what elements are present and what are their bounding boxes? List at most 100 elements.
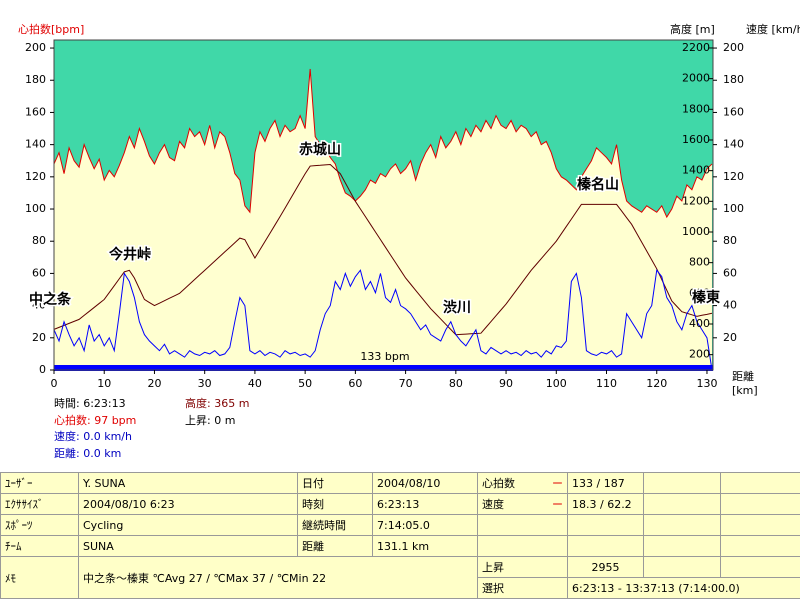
x-tick-label: 80	[449, 377, 463, 390]
y3-axis-title: 速度 [km/h]	[746, 22, 800, 36]
cell: ｽﾎﾟｰﾂ	[0, 514, 79, 536]
cell: 上昇	[477, 556, 568, 578]
area	[54, 68, 712, 370]
cell: ー 速度	[477, 493, 568, 515]
y-tick-label: 20	[32, 331, 46, 344]
x-tick-label: 100	[546, 377, 567, 390]
place-label: 中之条	[29, 291, 72, 308]
legend-dash: ー	[552, 477, 563, 490]
cell: 距離	[297, 535, 373, 557]
cell: 133 / 187	[567, 472, 644, 494]
label: 速度	[482, 498, 504, 511]
cell: 選択	[477, 577, 568, 599]
y3-tick-label: 140	[723, 138, 744, 151]
y2-tick-label: 2000	[682, 72, 710, 85]
cell: Y. SUNA	[78, 472, 298, 494]
y-tick-label: 120	[25, 170, 46, 183]
avg-bar	[54, 365, 713, 371]
y3-tick-label: 80	[723, 234, 737, 247]
x-tick-label: 60	[348, 377, 362, 390]
x-tick-label: 40	[248, 377, 262, 390]
x-tick-label: 70	[399, 377, 413, 390]
y-tick-label: 80	[32, 234, 46, 247]
cell: 18.3 / 62.2	[567, 493, 644, 515]
y-tick-label: 140	[25, 138, 46, 151]
cell: 6:23:13 - 13:37:13 (7:14:00.0)	[567, 577, 800, 599]
summary-table: ﾕｰｻﾞｰ Y. SUNA 日付 2004/08/10 ー 心拍数 133 / 187 ｴｸ…	[0, 472, 800, 599]
label: 心拍数	[482, 477, 515, 490]
cell: ﾒﾓ	[0, 556, 79, 599]
cell: 2955	[567, 556, 644, 578]
cell: ﾁｰﾑ	[0, 535, 79, 557]
cell: 6:23:13	[372, 493, 478, 515]
y2-tick-label: 800	[689, 256, 710, 269]
y2-tick-label: 1800	[682, 102, 710, 115]
y3-tick-label: 40	[723, 299, 737, 312]
cell: ｴｸｻｻｲｽﾞ	[0, 493, 79, 515]
x-tick-label: 120	[646, 377, 667, 390]
y2-tick-label: 400	[689, 317, 710, 330]
plot-frame	[53, 39, 714, 371]
y3-tick-label: 120	[723, 170, 744, 183]
y-tick-label: 200	[25, 41, 46, 54]
y2-tick-label: 1400	[682, 164, 710, 177]
y2-tick-label: 2200	[682, 41, 710, 54]
y3-tick-label: 100	[723, 202, 744, 215]
place-label: 榛名山	[577, 176, 619, 193]
x-tick-label: 90	[499, 377, 513, 390]
place-label: 榛東	[692, 289, 720, 306]
info-speed: 速度: 0.0 km/h	[54, 430, 132, 443]
info-gain: 上昇: 0 m	[185, 413, 236, 427]
series-line	[53, 68, 713, 219]
place-label: 渋川	[443, 299, 471, 316]
x-tick-label: 30	[198, 377, 212, 390]
cursor-info: 時間: 6:23:13 心拍数: 97 bpm 速度: 0.0 km/h 距離:…	[54, 396, 136, 462]
cell: 2004/08/10	[372, 472, 478, 494]
cell: ﾕｰｻﾞｰ	[0, 472, 79, 494]
x-tick-label: 50	[298, 377, 312, 390]
cell: Cycling	[78, 514, 298, 536]
x-tick-label: 10	[97, 377, 111, 390]
y3-tick-label: 180	[723, 73, 744, 86]
place-label: 赤城山	[299, 141, 341, 158]
series-line	[53, 268, 713, 371]
y2-tick-label: 200	[689, 348, 710, 361]
info-distance: 距離: 0.0 km	[54, 446, 122, 460]
info-time: 時間: 6:23:13	[54, 397, 126, 410]
y3-tick-label: 20	[723, 331, 737, 344]
cell: 日付	[297, 472, 373, 494]
x-tick-label: 0	[51, 377, 58, 390]
x-axis-title: 距離 [km]	[732, 370, 758, 397]
cursor-info: 高度: 365 m 上昇: 0 m	[185, 396, 249, 429]
x-tick-label: 110	[596, 377, 617, 390]
cell: 継続時間	[297, 514, 373, 536]
cell: 7:14:05.0	[372, 514, 478, 536]
cell: 131.1 km	[372, 535, 478, 557]
y2-axis-title: 高度 [m]	[670, 22, 715, 36]
y2-tick-label: 1200	[682, 194, 710, 207]
y2-tick-label: 1000	[682, 225, 710, 238]
y-tick-label: 180	[25, 73, 46, 86]
y-tick-label: 0	[39, 363, 46, 376]
y-tick-label: 160	[25, 105, 46, 118]
cell: SUNA	[78, 535, 298, 557]
avg-label: 133 bpm	[360, 350, 409, 363]
info-hr: 心拍数: 97 bpm	[54, 413, 137, 427]
cell: 中之条〜榛東 ℃Avg 27 / ℃Max 37 / ℃Min 22	[78, 556, 478, 599]
y3-tick-label: 60	[723, 266, 737, 279]
y-tick-label: 40	[32, 299, 46, 312]
y3-tick-label: 160	[723, 105, 744, 118]
y-tick-label: 100	[25, 202, 46, 215]
x-tick-label: 20	[147, 377, 161, 390]
series-line	[53, 164, 713, 336]
chart: 心拍数[bpm] 高度 [m] 速度 [km/h] 133 bpm 0 10 20 30…	[18, 22, 800, 390]
cell: 時刻	[297, 493, 373, 515]
x-tick-label: 130	[696, 377, 717, 390]
legend-dash: ー	[552, 498, 563, 511]
y3-tick-label: 200	[723, 41, 744, 54]
y-axis-title: 心拍数[bpm]	[18, 22, 84, 36]
y2-tick-label: 1600	[682, 133, 710, 146]
cell: ー 心拍数	[477, 472, 568, 494]
y-tick-label: 60	[32, 266, 46, 279]
